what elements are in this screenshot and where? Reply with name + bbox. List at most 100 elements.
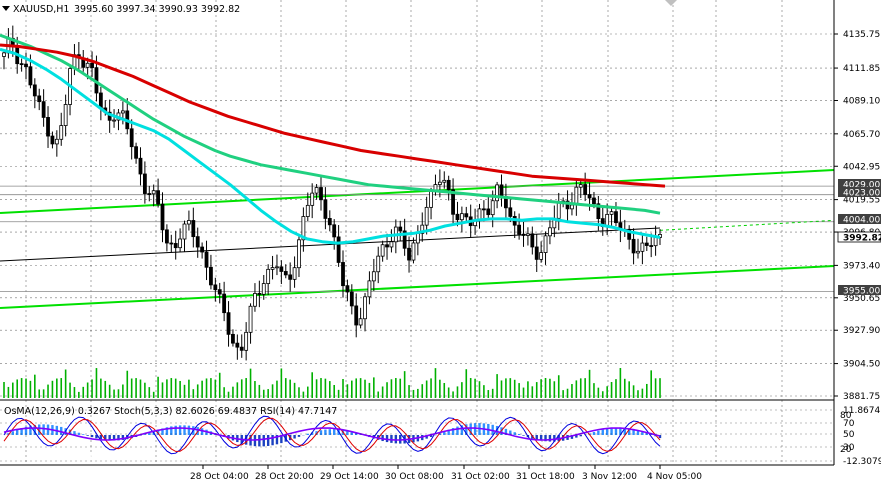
candle-body: [244, 331, 249, 351]
candle-body: [112, 119, 116, 122]
trendline-lower: [0, 265, 835, 309]
candle-body: [420, 224, 425, 234]
collapse-arrow-icon[interactable]: [2, 6, 10, 11]
candle-body: [204, 251, 209, 268]
candle-body: [209, 266, 213, 286]
indicator-axis-label: 50: [843, 430, 855, 440]
candle-body: [231, 333, 235, 344]
chart-shift-marker-icon[interactable]: [665, 0, 677, 6]
candle-body: [376, 255, 381, 273]
level-tag-label: 4023.00: [843, 189, 880, 199]
price-tick-label: 4089.10: [843, 96, 880, 106]
trendline-upper: [0, 169, 835, 214]
price-tick-label: 3950.65: [843, 294, 880, 304]
candle-body: [134, 146, 138, 159]
candle-body: [301, 216, 306, 241]
ema-line: [0, 43, 666, 188]
candle-body: [235, 342, 240, 348]
candle-body: [653, 237, 658, 247]
current-price-label: 3992.82: [843, 234, 881, 244]
moving-averages: [0, 33, 666, 245]
candle-body: [455, 213, 460, 221]
candle-body: [548, 227, 552, 237]
candle-body: [490, 200, 495, 216]
candle-body: [257, 293, 262, 295]
candle-body: [169, 242, 174, 245]
level-tag-box: [838, 285, 881, 295]
candle-body: [371, 271, 376, 282]
time-tick-label: 3 Nov 12:00: [582, 472, 637, 482]
candle-body: [178, 238, 183, 249]
candle-body: [407, 247, 411, 261]
indicator-axis-label: 11.8674: [843, 406, 880, 416]
candle-body: [354, 305, 359, 326]
candle-body: [534, 246, 539, 260]
candle-body: [578, 184, 583, 188]
candle-body: [517, 224, 522, 235]
candle-body: [614, 211, 618, 224]
candle-body: [59, 125, 64, 140]
candle-body: [191, 220, 196, 238]
candle-body: [270, 267, 275, 270]
candle-body: [358, 318, 363, 326]
chart-header: XAUUSD,H1 3995.60 3997.34 3990.93 3992.8…: [2, 4, 240, 15]
candle-body: [266, 268, 271, 284]
candle-body: [253, 293, 257, 307]
candle-body: [129, 128, 134, 148]
ohlc-values: 3995.60 3997.34 3990.93 3992.82: [74, 4, 240, 15]
volume-bars: [3, 368, 661, 398]
indicator-axis-label: -12.3079: [843, 457, 881, 467]
main-panel-bg: [0, 0, 834, 400]
candle-body: [248, 305, 253, 333]
candle-body: [41, 101, 46, 118]
candle-body: [54, 138, 59, 145]
price-tick-label: 3881.75: [843, 392, 880, 402]
candle-body: [138, 157, 143, 175]
candle-body: [451, 189, 455, 215]
candle-body: [367, 280, 372, 298]
indicator-cut-label: 80: [840, 411, 852, 421]
watermark-brand: instaforex: [28, 449, 148, 477]
candle-body: [398, 226, 403, 232]
candle-body: [142, 173, 147, 194]
level-tag-label: 3955.00: [843, 287, 880, 297]
indicator-axis-label: 70: [843, 419, 855, 429]
candle-body: [636, 250, 640, 254]
stoch-signal-line: [3, 417, 661, 452]
candle-body: [530, 233, 535, 248]
candle-body: [217, 289, 222, 295]
candle-body: [341, 262, 345, 287]
candle-body: [495, 184, 500, 202]
candle-body: [415, 232, 420, 244]
candle-body: [292, 267, 297, 280]
candle-body: [156, 190, 160, 205]
candle-body: [583, 184, 588, 195]
candle-body: [226, 312, 231, 335]
candle-body: [182, 223, 187, 240]
candle-body: [644, 242, 649, 246]
indicator-axis-label: 30: [843, 443, 855, 453]
price-tick-label: 3973.40: [843, 261, 880, 271]
price-tick-label: 3927.90: [843, 326, 880, 336]
candle-body: [336, 236, 341, 263]
brand-logo-icon: [6, 450, 22, 472]
candle-body: [297, 239, 301, 269]
candle-body: [446, 179, 451, 191]
candle-body: [305, 204, 310, 217]
price-candles: [2, 25, 662, 361]
candle-body: [464, 213, 469, 218]
candle-body: [345, 285, 350, 293]
candle-body: [481, 208, 486, 211]
candle-body: [147, 193, 152, 195]
candle-body: [63, 104, 68, 126]
candle-body: [28, 66, 33, 86]
horizontal-levels: [0, 185, 835, 293]
candle-body: [98, 92, 103, 109]
candle-body: [385, 244, 389, 248]
candle-body: [640, 242, 645, 252]
watermark: instaforex Instant Forex Trading: [6, 449, 162, 485]
candle-body: [459, 213, 464, 221]
price-tick-label: 4042.95: [843, 162, 880, 172]
